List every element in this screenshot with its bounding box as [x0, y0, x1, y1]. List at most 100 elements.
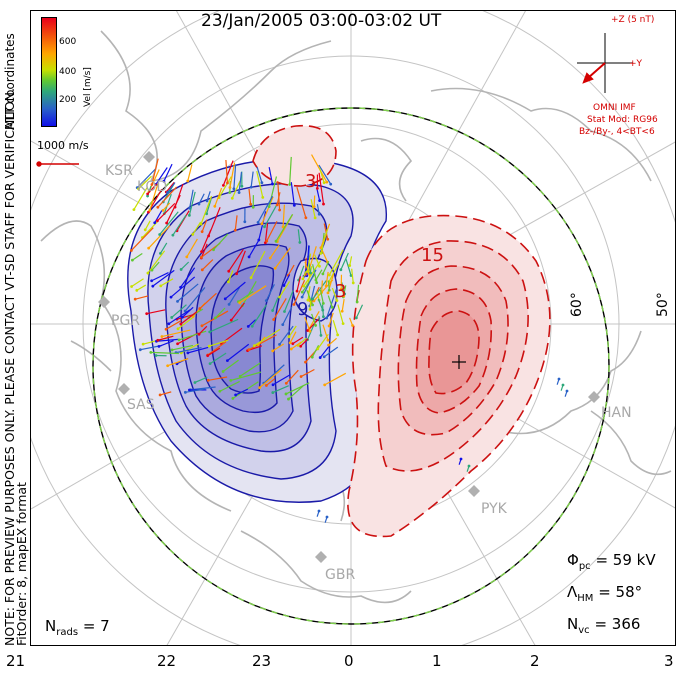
mlt-tick-0: 0 [344, 652, 354, 670]
station-markers [98, 151, 600, 563]
map-frame: 23/Jan/2005 03:00-03:02 UT 600 400 200 V… [30, 10, 676, 646]
velocity-vector [279, 325, 294, 345]
velocity-vector [328, 263, 340, 282]
velocity-vector [300, 338, 309, 347]
velocity-vector [458, 458, 462, 465]
velocity-vector [230, 371, 262, 381]
velocity-vector [301, 269, 317, 298]
velocity-vector [178, 330, 207, 341]
velocity-vector [288, 325, 297, 338]
velocity-vector [290, 341, 302, 350]
velocity-vector [297, 229, 301, 243]
velocity-vector [327, 295, 333, 308]
velocity-vector [147, 183, 158, 195]
stat-lambda-hm-sub: HM [577, 593, 594, 604]
velocity-vector [151, 261, 160, 271]
velocity-vector [272, 297, 279, 311]
stat-phi-pc-sub: pc [578, 561, 591, 572]
velocity-vector [190, 386, 216, 391]
velocity-vector [130, 227, 154, 251]
velocity-vector [283, 290, 294, 312]
velocity-vector [234, 215, 238, 231]
velocity-vector [321, 249, 329, 263]
contour-label-neg-3: 3 [335, 281, 347, 302]
positive-potential-cell [252, 124, 551, 538]
stat-n-vc-sub: vc [578, 625, 590, 636]
stat-n-vc-value: = 366 [594, 615, 641, 633]
velocity-vector [157, 202, 176, 222]
velocity-vector [312, 264, 318, 283]
colorbar-label: Vel [m/s] [83, 67, 93, 107]
stat-n-rads-symbol: N [45, 617, 57, 635]
velocity-vector [177, 283, 199, 302]
velocity-vector [323, 346, 339, 358]
velocity-vector [147, 250, 166, 274]
latitude-label-50: 50° [655, 292, 671, 317]
velocity-vector [138, 175, 152, 190]
velocity-vector [156, 338, 179, 342]
velocity-vector [152, 269, 175, 287]
velocity-vector [227, 343, 250, 362]
velocity-vector [222, 160, 234, 186]
velocity-vector [219, 380, 240, 392]
velocity-vector [165, 320, 182, 330]
velocity-vector [313, 195, 316, 207]
contour-label-pos-15: 15 [421, 245, 444, 266]
vector-origin [226, 181, 229, 185]
velocity-vector [149, 182, 159, 211]
velocity-vector [316, 204, 320, 215]
vector-origin [288, 183, 292, 186]
velocity-vector [187, 346, 209, 354]
velocity-vector [279, 281, 291, 298]
velocity-vector [159, 391, 172, 396]
velocity-vector [146, 309, 166, 315]
velocity-vector [310, 199, 316, 219]
velocity-vector [154, 210, 163, 224]
velocity-vector [296, 187, 307, 218]
velocity-vector [324, 516, 328, 523]
velocity-vector [259, 369, 282, 389]
velocity-vector [328, 312, 334, 327]
vector-scale-bar [36, 161, 79, 167]
velocity-vector [207, 347, 221, 357]
station-pgr: PGR [111, 313, 141, 329]
velocity-vector [282, 306, 293, 325]
stat-lambda-hm-symbol: Λ [567, 583, 578, 601]
velocity-vector [297, 337, 307, 346]
velocity-vector [177, 315, 195, 330]
velocity-vector [181, 306, 194, 318]
velocity-vector [316, 291, 320, 301]
velocity-vector [229, 162, 236, 188]
velocity-vector [345, 258, 352, 276]
stat-lambda-hm: ΛHM = 58° [567, 583, 642, 604]
velocity-vector [218, 176, 232, 198]
velocity-vector [250, 250, 266, 278]
velocity-vector [236, 250, 246, 274]
mlt-tick-21: 21 [6, 652, 26, 670]
velocity-vector [341, 299, 345, 312]
velocity-vector [312, 280, 327, 300]
vector-origin [154, 354, 158, 357]
stat-phi-pc-symbol: Φ [567, 551, 579, 569]
velocity-vector [315, 269, 323, 281]
vector-origin [243, 220, 247, 224]
velocity-vector [274, 247, 291, 269]
velocity-vector [282, 204, 286, 227]
velocity-vector [159, 211, 179, 235]
velocity-vector [192, 221, 202, 235]
velocity-vector [162, 202, 171, 211]
velocity-vector [320, 228, 329, 254]
velocity-vector [324, 372, 347, 386]
velocity-vector [318, 164, 332, 185]
velocity-vector [272, 343, 285, 352]
latitude-label-60: 60° [569, 292, 585, 317]
velocity-vector [228, 249, 244, 272]
velocity-vector [268, 176, 278, 207]
velocity-vector [227, 270, 234, 283]
stat-n-vc-symbol: N [567, 615, 579, 633]
velocity-vector [213, 233, 229, 251]
stat-phi-pc: Φpc = 59 kV [567, 551, 656, 572]
velocity-vector [269, 244, 280, 259]
velocity-vector [311, 313, 317, 326]
velocity-vector [272, 374, 291, 386]
